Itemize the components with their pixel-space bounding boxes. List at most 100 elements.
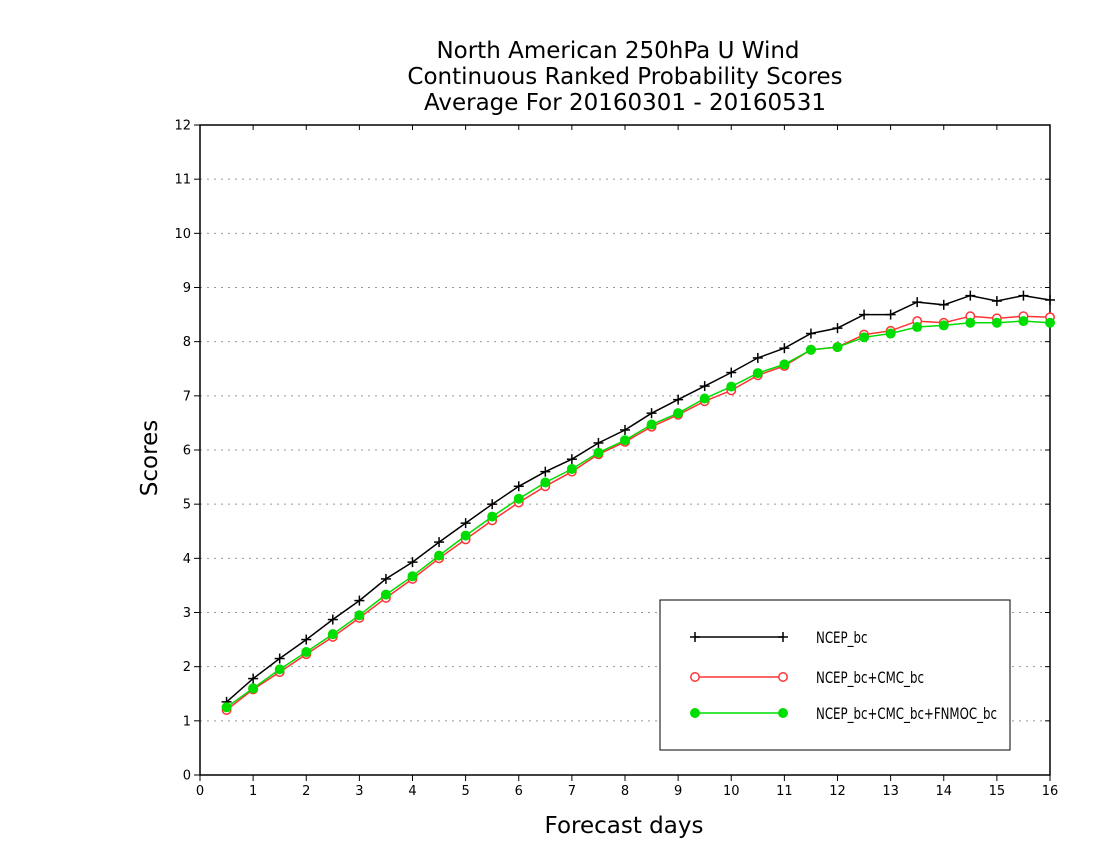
legend-marker-start-1: [690, 672, 700, 682]
data-point-0-2: [274, 653, 285, 664]
y-tick-label-5: 5: [183, 498, 191, 513]
data-point-2-13: [566, 463, 577, 474]
y-tick-label-12: 12: [174, 119, 191, 134]
x-tick-label-12: 12: [829, 784, 846, 799]
x-tick-label-9: 9: [674, 784, 682, 799]
data-point-2-11: [513, 493, 524, 504]
data-point-0-6: [380, 573, 391, 584]
legend-label-0: NCEP_bc: [816, 629, 868, 648]
data-point-0-9: [460, 518, 471, 529]
data-point-2-3: [301, 647, 312, 658]
legend-box: [659, 599, 1011, 751]
data-point-0-17: [673, 394, 684, 405]
data-point-0-4: [327, 614, 338, 625]
data-point-0-1: [248, 673, 259, 684]
x-tick-label-10: 10: [723, 784, 740, 799]
y-tick-label-1: 1: [183, 714, 191, 729]
data-point-0-10: [487, 499, 498, 510]
data-point-0-18: [699, 381, 710, 392]
legend-item-0: NCEP_bc: [690, 629, 868, 648]
legend: NCEP_bc NCEP_bc+CMC_bc NCEP_bc+CMC_bc+FNMO…: [659, 599, 1011, 751]
data-point-2-16: [646, 419, 657, 430]
data-point-2-5: [354, 610, 365, 621]
data-point-2-1: [248, 683, 259, 694]
data-point-0-31: [1045, 294, 1055, 305]
data-point-2-30: [1018, 316, 1029, 327]
data-point-2-2: [274, 664, 285, 675]
data-point-0-28: [965, 290, 976, 301]
data-point-2-14: [593, 447, 604, 458]
data-point-0-20: [752, 352, 763, 363]
data-point-0-24: [859, 309, 870, 320]
data-point-2-28: [965, 317, 976, 328]
x-tick-label-8: 8: [621, 784, 629, 799]
data-point-0-26: [912, 297, 923, 308]
data-point-0-30: [1018, 290, 1029, 301]
data-point-2-4: [327, 629, 338, 640]
x-axis: 0 1 2 3 4 5 6 7 8 9 10 11 12 13 14 15 16: [196, 125, 1058, 799]
legend-label-1: NCEP_bc+CMC_bc: [816, 669, 924, 688]
data-point-2-24: [859, 332, 870, 343]
data-point-2-20: [752, 368, 763, 379]
x-tick-label-11: 11: [776, 784, 793, 799]
x-axis-label: Forecast days: [545, 813, 704, 839]
data-point-2-19: [726, 381, 737, 392]
data-point-2-26: [912, 322, 923, 333]
series-line-0: [226, 294, 1051, 703]
x-tick-label-0: 0: [196, 784, 204, 799]
x-tick-label-3: 3: [355, 784, 363, 799]
data-point-2-15: [620, 435, 630, 446]
title-line-1: North American 250hPa U Wind: [436, 38, 799, 64]
data-point-0-12: [540, 466, 551, 477]
data-point-0-15: [620, 424, 630, 435]
x-tick-label-2: 2: [302, 784, 310, 799]
legend-marker-end-0: [778, 632, 788, 642]
y-tick-label-8: 8: [183, 335, 191, 350]
data-point-2-0: [221, 702, 232, 713]
x-tick-label-4: 4: [408, 784, 416, 799]
data-point-2-29: [991, 317, 1002, 328]
series-layer: [221, 290, 1055, 715]
y-tick-label-10: 10: [174, 227, 191, 242]
data-point-0-21: [779, 343, 790, 354]
legend-marker-start-0: [690, 632, 700, 642]
data-point-0-27: [938, 299, 949, 310]
x-tick-label-1: 1: [249, 784, 257, 799]
legend-marker-end-2: [778, 708, 788, 718]
y-tick-label-4: 4: [183, 552, 191, 567]
x-tick-label-14: 14: [935, 784, 952, 799]
data-point-2-31: [1045, 317, 1055, 328]
data-point-0-25: [885, 309, 896, 320]
y-tick-label-2: 2: [183, 660, 191, 675]
data-point-0-14: [593, 437, 604, 448]
legend-label-2: NCEP_bc+CMC_bc+FNMOC_bc: [816, 705, 997, 724]
data-point-0-5: [354, 595, 365, 606]
data-point-0-29: [991, 296, 1002, 307]
data-point-0-22: [805, 328, 816, 339]
x-tick-label-15: 15: [989, 784, 1006, 799]
y-tick-label-0: 0: [183, 769, 191, 784]
data-point-0-7: [407, 557, 418, 568]
data-point-0-23: [832, 323, 843, 334]
title-line-3: Average For 20160301 - 20160531: [424, 90, 826, 116]
y-tick-label-6: 6: [183, 444, 191, 459]
x-tick-label-5: 5: [461, 784, 469, 799]
data-point-0-19: [726, 367, 737, 378]
data-point-2-17: [673, 408, 684, 419]
data-point-0-13: [566, 454, 577, 465]
legend-marker-end-1: [778, 672, 788, 682]
data-point-2-27: [938, 320, 949, 331]
data-point-2-6: [380, 589, 391, 600]
data-point-2-12: [540, 477, 551, 488]
title-line-2: Continuous Ranked Probability Scores: [407, 64, 842, 90]
series-2: [221, 316, 1055, 713]
x-tick-label-7: 7: [568, 784, 576, 799]
x-tick-label-6: 6: [515, 784, 523, 799]
x-tick-label-16: 16: [1042, 784, 1059, 799]
data-point-2-25: [885, 328, 896, 339]
data-point-0-3: [301, 634, 312, 645]
data-point-2-18: [699, 393, 710, 404]
data-point-0-11: [513, 481, 524, 492]
y-tick-label-11: 11: [174, 173, 191, 188]
